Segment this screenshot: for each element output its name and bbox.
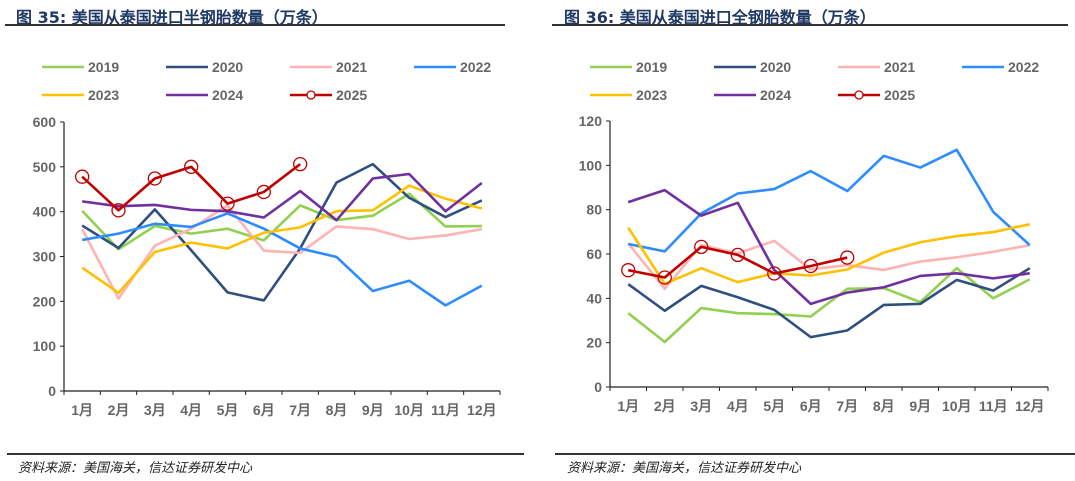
title-rule-left (5, 24, 505, 26)
x-tick-label: 2月 (108, 402, 130, 418)
series-line-2025 (81, 163, 301, 212)
y-tick-label: 20 (586, 335, 602, 351)
y-tick-label: 60 (586, 246, 602, 262)
series-line-2022 (627, 148, 1031, 253)
x-tick-label: 5月 (217, 402, 239, 418)
data-point-2025 (767, 266, 782, 281)
legend-label-2024: 2024 (760, 87, 791, 103)
series-line-2025 (627, 245, 848, 279)
source-rule-left (7, 453, 524, 455)
source-rule-right (555, 453, 1075, 455)
x-tick-label: 4月 (180, 402, 202, 418)
y-tick-label: 300 (33, 249, 57, 265)
series-line-2020 (81, 162, 483, 302)
legend-marker-icon (306, 90, 316, 100)
series-line-2023 (81, 184, 483, 295)
data-point-2025 (803, 258, 818, 274)
x-tick-label: 10月 (942, 398, 972, 414)
data-point-2025 (220, 196, 235, 211)
data-point-2025 (75, 169, 90, 184)
legend-label-2025: 2025 (336, 87, 367, 103)
y-tick-label: 500 (33, 159, 57, 175)
y-tick-label: 400 (33, 204, 57, 220)
chart-2: 0 20 40 60 80 100 120 1月 2月 3月 4月 5月 6月 7月 8月 9月 10月 11月 1… (579, 59, 1049, 414)
title-rule-right (552, 24, 1068, 26)
y-tick-label: 100 (579, 157, 603, 173)
x-tick-label: 1月 (71, 402, 93, 418)
data-point-2025 (730, 247, 745, 263)
data-point-2025 (184, 159, 199, 174)
legend-label-2023: 2023 (88, 87, 119, 103)
chart-35-title: 图 35: 美国从泰国进口半钢胎数量（万条） (16, 8, 328, 27)
x-tick-label: 4月 (727, 398, 749, 414)
x-tick-label: 6月 (800, 398, 822, 414)
x-tick-label: 9月 (362, 402, 384, 418)
legend-label-2023: 2023 (636, 87, 667, 103)
x-tick-label: 7月 (289, 402, 311, 418)
source-note-right: 资料来源：美国海关，信达证券研发中心 (567, 461, 802, 476)
x-tick-label: 3月 (690, 398, 712, 414)
series-line-2019 (81, 192, 482, 251)
data-point-2025 (256, 184, 271, 200)
x-tick-label: 3月 (144, 402, 166, 418)
y-tick-label: 100 (33, 338, 57, 354)
x-tick-label: 1月 (617, 398, 639, 414)
legend-label-2019: 2019 (88, 59, 119, 75)
data-point-2025 (657, 270, 672, 285)
x-tick-label: 5月 (763, 398, 785, 414)
legend-label-2020: 2020 (760, 59, 791, 75)
legend-marker-icon (854, 90, 864, 100)
series-line-2024 (81, 172, 483, 222)
y-tick-label: 0 (48, 383, 56, 399)
x-tick-label: 8月 (326, 402, 348, 418)
series-line-2021 (627, 239, 1030, 291)
legend-label-2024: 2024 (212, 87, 243, 103)
legend-label-2025: 2025 (884, 87, 915, 103)
x-tick-label: 8月 (873, 398, 895, 414)
legend-label-2021: 2021 (884, 59, 915, 75)
series-line-2021 (81, 204, 483, 300)
x-tick-label: 9月 (909, 398, 931, 414)
x-tick-label: 7月 (836, 398, 858, 414)
x-tick-label: 11月 (979, 398, 1008, 414)
y-tick-label: 80 (586, 202, 602, 218)
legend-label-2021: 2021 (336, 59, 367, 75)
x-tick-label: 2月 (654, 398, 676, 414)
data-point-2025 (840, 250, 855, 265)
x-tick-label: 6月 (253, 402, 275, 418)
chart-1: 0 100 200 300 400 500 600 1月 2月 3月 4月 5月 6月 7月 8月 9月 10月… (33, 59, 501, 418)
legend-label-2022: 2022 (1008, 59, 1039, 75)
y-tick-label: 0 (594, 379, 602, 395)
legend-label-2020: 2020 (212, 59, 243, 75)
source-note-left: 资料来源：美国海关，信达证券研发中心 (18, 461, 253, 476)
y-tick-label: 120 (579, 113, 603, 129)
x-tick-label: 11月 (431, 402, 460, 418)
series-line-2024 (627, 188, 1030, 306)
data-point-2025 (293, 156, 308, 172)
x-tick-label: 12月 (467, 402, 497, 418)
series-line-2023 (627, 223, 1031, 286)
y-tick-label: 40 (586, 290, 602, 306)
data-point-2025 (147, 171, 162, 186)
legend-label-2019: 2019 (636, 59, 667, 75)
data-point-2025 (621, 263, 636, 278)
chart-36-title: 图 36: 美国从泰国进口全钢胎数量（万条） (564, 8, 876, 27)
data-point-2025 (111, 203, 126, 218)
x-tick-label: 10月 (394, 402, 424, 418)
legend-label-2022: 2022 (460, 59, 491, 75)
series-line-2020 (627, 267, 1031, 339)
y-tick-label: 600 (33, 114, 57, 130)
series-line-2019 (627, 266, 1031, 344)
y-tick-label: 200 (33, 293, 57, 309)
x-tick-label: 12月 (1015, 398, 1045, 414)
series-line-2022 (81, 212, 483, 307)
data-point-2025 (694, 239, 709, 255)
